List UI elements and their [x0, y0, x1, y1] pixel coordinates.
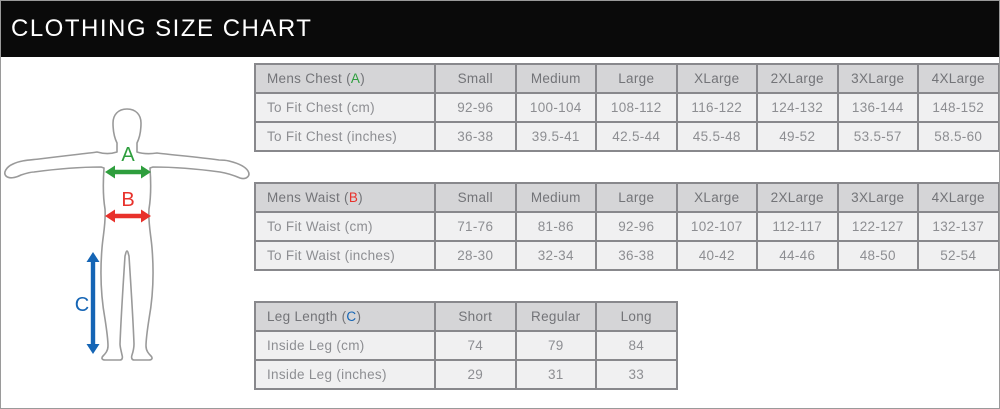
size-table-mens-waist: Mens Waist (B) Small Medium Large XLarge 2XLa… [254, 182, 999, 271]
table-title-suffix: ) [358, 190, 363, 205]
table-title: Leg Length (C) [254, 301, 436, 332]
table-key-letter: B [348, 190, 359, 205]
size-value: 39.5-41 [514, 121, 597, 152]
size-value: 52-54 [917, 240, 999, 271]
size-value: 29 [434, 359, 517, 390]
column-header: Medium [514, 182, 597, 213]
waist-marker-label: B [121, 189, 134, 211]
size-value: 92-96 [595, 211, 678, 242]
column-header: 4XLarge [917, 182, 999, 213]
column-header: Small [434, 182, 517, 213]
column-header: 2XLarge [756, 63, 839, 94]
table-row: Inside Leg (cm) 74 79 84 [254, 330, 678, 361]
title-bar: CLOTHING SIZE CHART [1, 1, 999, 57]
size-value: 124-132 [756, 92, 839, 123]
table-row: Inside Leg (inches) 29 31 33 [254, 359, 678, 390]
table-header-row: Mens Chest (A) Small Medium Large XLarge 2XLa… [254, 63, 999, 94]
size-value: 81-86 [514, 211, 597, 242]
leg-marker-label: C [75, 294, 89, 316]
size-value: 49-52 [756, 121, 839, 152]
row-label: To Fit Waist (cm) [254, 211, 436, 242]
column-header: Large [595, 182, 678, 213]
table-title: Mens Waist (B) [254, 182, 436, 213]
size-value: 102-107 [675, 211, 758, 242]
body-outline [4, 108, 250, 361]
column-header: Large [595, 63, 678, 94]
size-value: 100-104 [514, 92, 597, 123]
size-value: 79 [514, 330, 597, 361]
body-figure-svg: A B C [4, 108, 250, 361]
table-title-suffix: ) [360, 71, 365, 86]
size-value: 42.5-44 [595, 121, 678, 152]
table-row: To Fit Chest (cm) 92-96 100-104 108-112 116-… [254, 92, 999, 123]
table-title-suffix: ) [356, 309, 362, 324]
size-value: 36-38 [595, 240, 678, 271]
row-label: To Fit Chest (cm) [254, 92, 436, 123]
table-row: To Fit Chest (inches) 36-38 39.5-41 42.5-44… [254, 121, 999, 152]
table-row: To Fit Waist (cm) 71-76 81-86 92-96 102-107 1… [254, 211, 999, 242]
column-header: 3XLarge [836, 63, 919, 94]
size-value: 74 [434, 330, 517, 361]
size-value: 122-127 [836, 211, 919, 242]
row-label: To Fit Chest (inches) [254, 121, 436, 152]
size-value: 108-112 [595, 92, 678, 123]
waist-arrow [105, 209, 151, 223]
size-value: 44-46 [756, 240, 839, 271]
column-header: XLarge [675, 182, 758, 213]
leg-arrow [86, 252, 100, 354]
size-value: 48-50 [836, 240, 919, 271]
size-value: 84 [595, 330, 678, 361]
size-value: 136-144 [836, 92, 919, 123]
column-header: Short [434, 301, 517, 332]
size-table-leg-length: Leg Length (C) Short Regular Long Inside Leg… [254, 301, 678, 390]
size-value: 33 [595, 359, 678, 390]
table-row: To Fit Waist (inches) 28-30 32-34 36-38 40-4… [254, 240, 999, 271]
size-table-mens-chest: Mens Chest (A) Small Medium Large XLarge 2XLa… [254, 63, 999, 152]
size-value: 132-137 [917, 211, 999, 242]
size-value: 92-96 [434, 92, 517, 123]
size-value: 40-42 [675, 240, 758, 271]
size-value: 31 [514, 359, 597, 390]
column-header: Regular [514, 301, 597, 332]
column-header: XLarge [675, 63, 758, 94]
size-value: 28-30 [434, 240, 517, 271]
column-header: Small [434, 63, 517, 94]
column-header: 2XLarge [756, 182, 839, 213]
size-value: 112-117 [756, 211, 839, 242]
chest-marker-label: A [121, 144, 135, 166]
table-title: Mens Chest (A) [254, 63, 436, 94]
size-value: 53.5-57 [836, 121, 919, 152]
page-title: CLOTHING SIZE CHART [11, 15, 313, 42]
size-value: 148-152 [917, 92, 999, 123]
table-title-text: Mens Waist ( [267, 190, 349, 205]
size-value: 45.5-48 [675, 121, 758, 152]
table-key-letter: C [346, 309, 357, 324]
table-title-text: Mens Chest ( [267, 71, 351, 86]
column-header: 3XLarge [836, 182, 919, 213]
column-header: 4XLarge [917, 63, 999, 94]
size-value: 32-34 [514, 240, 597, 271]
size-value: 71-76 [434, 211, 517, 242]
size-value: 58.5-60 [917, 121, 999, 152]
row-label: Inside Leg (inches) [254, 359, 436, 390]
column-header: Medium [514, 63, 597, 94]
column-header: Long [595, 301, 678, 332]
table-title-text: Leg Length ( [267, 309, 347, 324]
size-value: 36-38 [434, 121, 517, 152]
table-key-letter: A [350, 71, 361, 86]
size-tables: Mens Chest (A) Small Medium Large XLarge 2XLa… [254, 63, 999, 408]
row-label: Inside Leg (cm) [254, 330, 436, 361]
chest-arrow [105, 165, 151, 179]
table-header-row: Leg Length (C) Short Regular Long [254, 301, 678, 332]
row-label: To Fit Waist (inches) [254, 240, 436, 271]
table-header-row: Mens Waist (B) Small Medium Large XLarge 2XLa… [254, 182, 999, 213]
size-value: 116-122 [675, 92, 758, 123]
body-measurement-diagram: A B C [1, 57, 253, 408]
